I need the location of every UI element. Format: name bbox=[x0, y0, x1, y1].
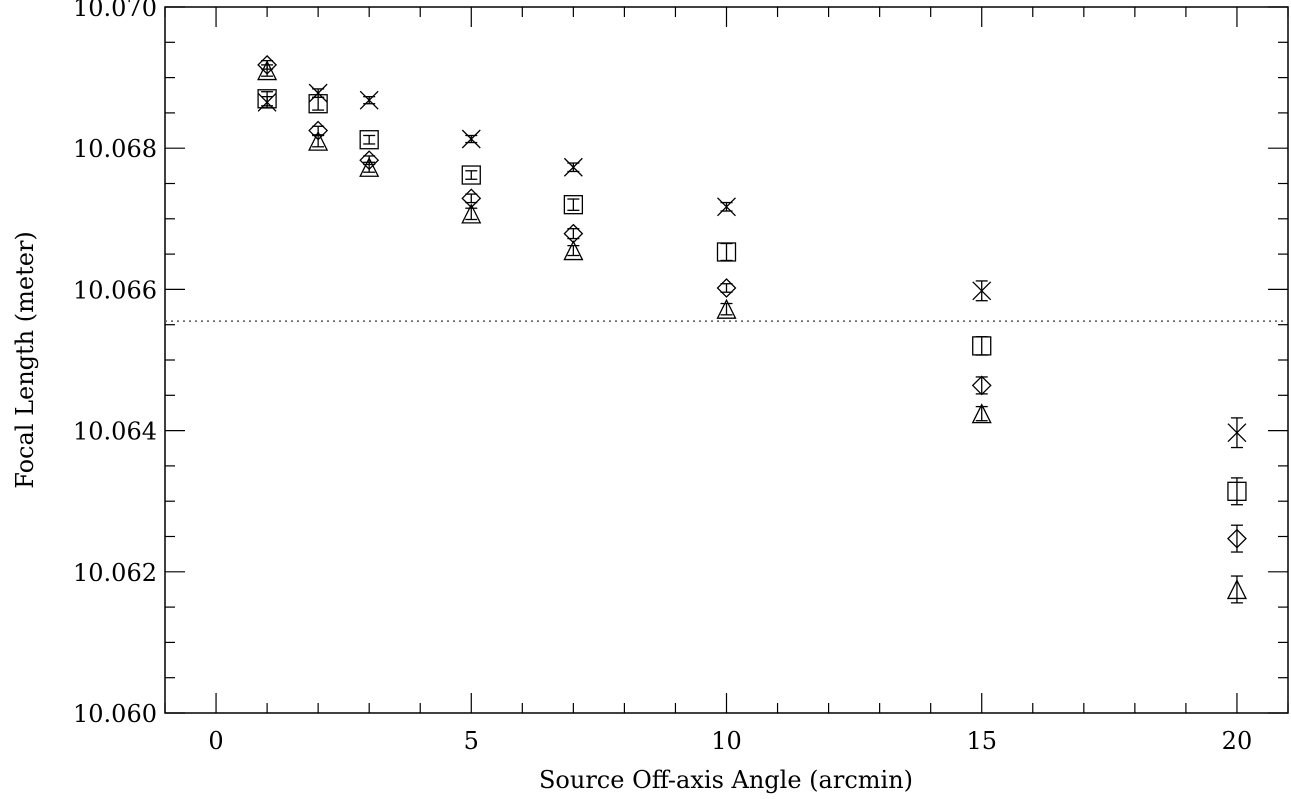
diamond-marker bbox=[716, 278, 737, 298]
y-tick-label: 10.064 bbox=[73, 418, 157, 446]
data-point-x bbox=[1227, 417, 1247, 449]
data-point-square bbox=[359, 130, 379, 150]
triangle-marker bbox=[716, 298, 737, 319]
data-point-square bbox=[716, 242, 737, 262]
data-point-x bbox=[717, 197, 736, 217]
x-tick-label: 10 bbox=[711, 727, 742, 755]
x-marker bbox=[563, 157, 583, 177]
data-point-x bbox=[972, 280, 992, 302]
x-marker bbox=[717, 197, 736, 217]
data-point-square bbox=[1227, 477, 1247, 506]
data-point-triangle bbox=[308, 130, 329, 151]
data-point-diamond bbox=[1227, 524, 1247, 553]
triangle-marker bbox=[257, 60, 278, 81]
data-point-square bbox=[461, 165, 481, 185]
x-marker bbox=[972, 281, 992, 301]
y-tick-label: 10.062 bbox=[73, 559, 157, 587]
data-point-diamond bbox=[461, 188, 482, 209]
axis-ticks: 0 5 10 15 20 10.060 10.062 10.064 10.066 10.068 10… bbox=[73, 0, 1289, 755]
square-marker bbox=[359, 130, 379, 150]
data-point-triangle bbox=[971, 403, 992, 424]
data-point-triangle bbox=[461, 203, 482, 224]
y-axis-title: Focal Length (meter) bbox=[11, 231, 39, 489]
triangle-marker bbox=[563, 240, 584, 261]
triangle-marker bbox=[1226, 578, 1248, 600]
square-marker bbox=[1227, 481, 1247, 501]
plot-frame bbox=[164, 6, 1289, 714]
triangle-marker bbox=[359, 156, 380, 177]
data-points bbox=[257, 54, 1248, 604]
data-point-diamond bbox=[971, 375, 992, 396]
data-point-diamond bbox=[563, 223, 584, 244]
square-marker bbox=[461, 165, 481, 185]
x-axis-title: Source Off-axis Angle (arcmin) bbox=[539, 766, 913, 794]
y-tick-label: 10.068 bbox=[73, 135, 157, 163]
data-point-x bbox=[563, 157, 583, 177]
data-point-triangle bbox=[716, 298, 737, 319]
data-point-x bbox=[461, 129, 481, 149]
data-point-triangle bbox=[257, 60, 278, 81]
square-marker bbox=[308, 94, 328, 114]
data-point-triangle bbox=[563, 240, 584, 261]
triangle-marker bbox=[971, 403, 992, 424]
diamond-marker bbox=[461, 188, 482, 209]
triangle-marker bbox=[308, 130, 329, 151]
x-tick-label: 5 bbox=[464, 727, 479, 755]
data-point-diamond bbox=[716, 278, 737, 298]
y-tick-label: 10.060 bbox=[73, 700, 157, 728]
triangle-marker bbox=[461, 203, 482, 224]
data-point-triangle bbox=[359, 156, 380, 177]
y-tick-label: 10.070 bbox=[73, 0, 157, 22]
square-marker bbox=[257, 89, 277, 109]
data-point-x bbox=[359, 90, 379, 110]
x-tick-label: 15 bbox=[966, 727, 997, 755]
diamond-marker bbox=[971, 375, 992, 396]
diamond-marker bbox=[1227, 528, 1247, 549]
x-marker bbox=[308, 83, 328, 103]
x-tick-label: 0 bbox=[208, 727, 223, 755]
data-point-square bbox=[257, 89, 277, 109]
data-point-square bbox=[308, 94, 328, 114]
square-marker bbox=[716, 242, 737, 262]
square-marker bbox=[972, 336, 992, 356]
x-marker bbox=[461, 129, 481, 149]
data-point-square bbox=[563, 195, 584, 215]
data-point-square bbox=[972, 336, 992, 356]
x-tick-label: 20 bbox=[1222, 727, 1253, 755]
x-marker bbox=[1227, 423, 1247, 443]
y-tick-label: 10.066 bbox=[73, 276, 157, 304]
data-point-triangle bbox=[1226, 575, 1248, 604]
x-marker bbox=[359, 90, 379, 110]
square-marker bbox=[563, 195, 584, 215]
